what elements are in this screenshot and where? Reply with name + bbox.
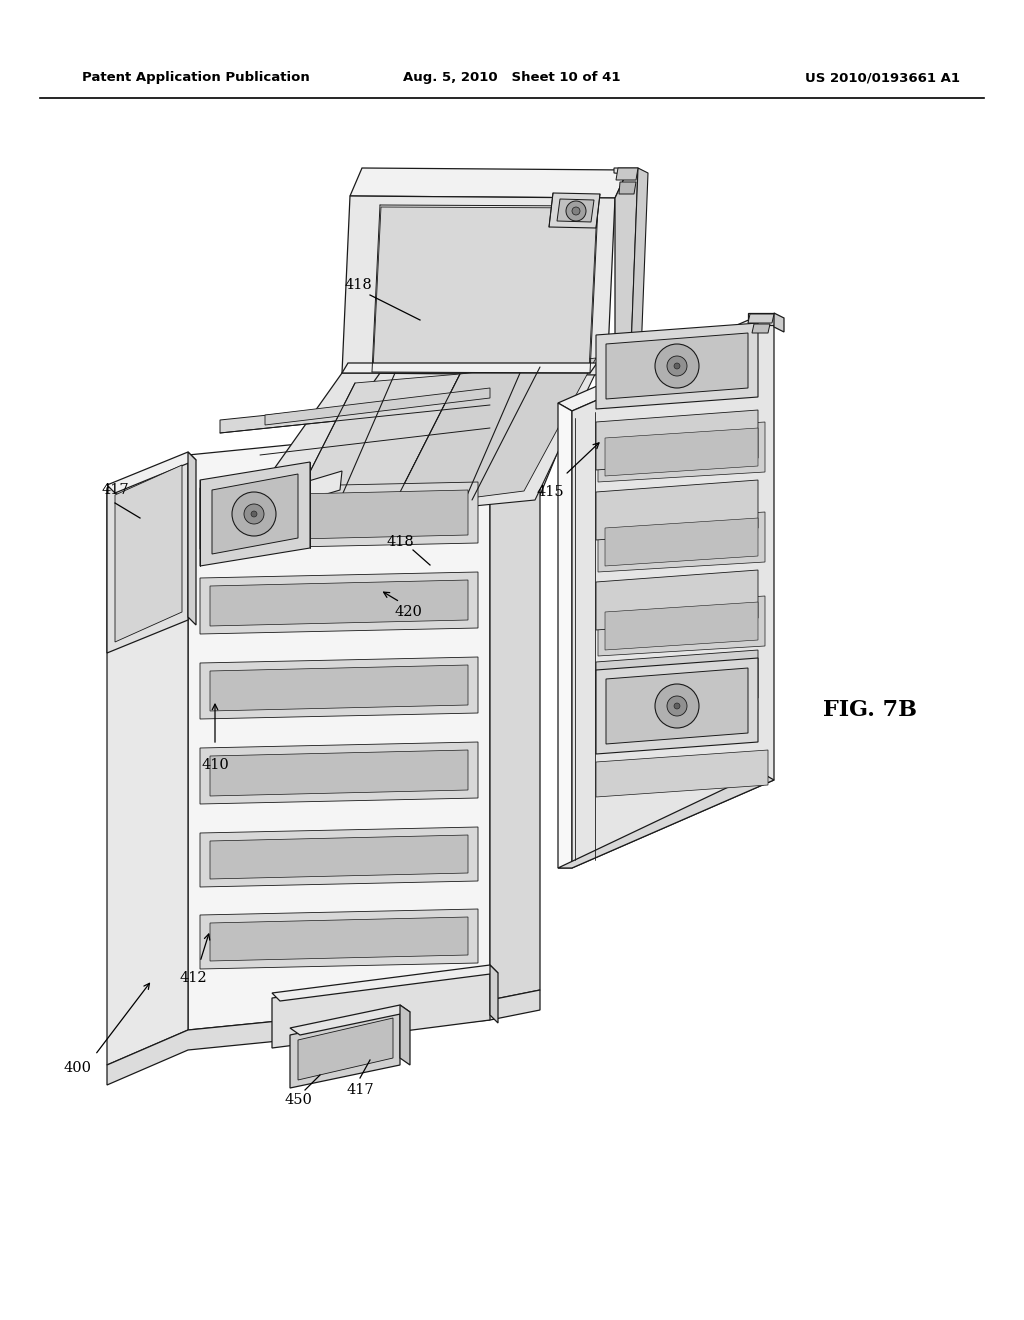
Polygon shape [200, 742, 478, 804]
Polygon shape [185, 392, 540, 502]
Polygon shape [605, 517, 758, 566]
Text: 415: 415 [537, 484, 564, 499]
Polygon shape [596, 570, 758, 630]
Polygon shape [287, 374, 460, 517]
Polygon shape [272, 970, 490, 1048]
Polygon shape [212, 474, 298, 554]
Polygon shape [606, 333, 748, 399]
Circle shape [674, 704, 680, 709]
Polygon shape [605, 428, 758, 477]
Polygon shape [210, 917, 468, 961]
Polygon shape [290, 1012, 400, 1088]
Polygon shape [596, 649, 758, 710]
Circle shape [566, 201, 586, 220]
Polygon shape [558, 315, 774, 411]
Polygon shape [106, 990, 540, 1085]
Polygon shape [210, 750, 468, 796]
Polygon shape [298, 1018, 393, 1080]
Polygon shape [392, 358, 596, 508]
Polygon shape [220, 392, 490, 433]
Polygon shape [270, 348, 607, 525]
Polygon shape [210, 836, 468, 879]
Polygon shape [557, 199, 594, 222]
Circle shape [674, 363, 680, 370]
Polygon shape [490, 965, 498, 1023]
Polygon shape [606, 668, 748, 744]
Text: Aug. 5, 2010   Sheet 10 of 41: Aug. 5, 2010 Sheet 10 of 41 [403, 71, 621, 84]
Polygon shape [373, 207, 597, 371]
Polygon shape [596, 750, 768, 797]
Text: 418: 418 [386, 535, 414, 549]
Polygon shape [200, 909, 478, 969]
Circle shape [655, 684, 699, 729]
Polygon shape [752, 323, 770, 333]
Polygon shape [596, 480, 758, 540]
Circle shape [244, 504, 264, 524]
Polygon shape [250, 471, 342, 517]
Circle shape [232, 492, 276, 536]
Polygon shape [400, 1005, 410, 1065]
Polygon shape [596, 657, 758, 754]
Polygon shape [558, 403, 572, 869]
Polygon shape [572, 323, 774, 869]
Polygon shape [106, 455, 188, 1065]
Polygon shape [748, 313, 774, 325]
Circle shape [655, 345, 699, 388]
Circle shape [572, 207, 580, 215]
Polygon shape [549, 193, 600, 228]
Polygon shape [290, 1005, 410, 1035]
Polygon shape [200, 462, 310, 566]
Polygon shape [200, 828, 478, 887]
Polygon shape [596, 323, 758, 409]
Text: 420: 420 [394, 605, 422, 619]
Polygon shape [616, 168, 638, 180]
Circle shape [667, 356, 687, 376]
Polygon shape [290, 374, 590, 500]
Polygon shape [490, 414, 540, 1001]
Polygon shape [596, 411, 758, 470]
Polygon shape [200, 657, 478, 719]
Polygon shape [342, 195, 615, 375]
Polygon shape [598, 512, 765, 572]
Polygon shape [630, 168, 648, 380]
Polygon shape [615, 170, 638, 380]
Polygon shape [188, 425, 490, 1030]
Polygon shape [272, 965, 498, 1001]
Polygon shape [210, 665, 468, 711]
Text: US 2010/0193661 A1: US 2010/0193661 A1 [805, 71, 961, 84]
Polygon shape [598, 422, 765, 482]
Polygon shape [210, 490, 468, 541]
Circle shape [251, 511, 257, 517]
Polygon shape [342, 363, 597, 374]
Text: 450: 450 [284, 1093, 312, 1107]
Text: 417: 417 [101, 483, 129, 498]
Polygon shape [350, 168, 628, 198]
Text: 400: 400 [63, 1061, 92, 1074]
Text: Patent Application Publication: Patent Application Publication [82, 71, 309, 84]
Polygon shape [618, 182, 636, 194]
Circle shape [667, 696, 687, 715]
Text: 418: 418 [344, 279, 372, 292]
Polygon shape [598, 597, 765, 656]
Polygon shape [748, 314, 774, 323]
Polygon shape [265, 388, 490, 425]
Polygon shape [200, 572, 478, 634]
Polygon shape [106, 455, 188, 653]
Polygon shape [200, 482, 478, 549]
Polygon shape [605, 602, 758, 649]
Polygon shape [106, 451, 196, 492]
Text: 412: 412 [179, 972, 207, 985]
Text: 410: 410 [201, 758, 229, 772]
Polygon shape [188, 451, 196, 624]
Polygon shape [614, 168, 638, 176]
Polygon shape [210, 579, 468, 626]
Polygon shape [774, 313, 784, 333]
Text: FIG. 7B: FIG. 7B [823, 700, 918, 721]
Text: 417: 417 [346, 1082, 374, 1097]
Polygon shape [115, 465, 182, 642]
Polygon shape [558, 772, 774, 869]
Polygon shape [252, 374, 380, 500]
